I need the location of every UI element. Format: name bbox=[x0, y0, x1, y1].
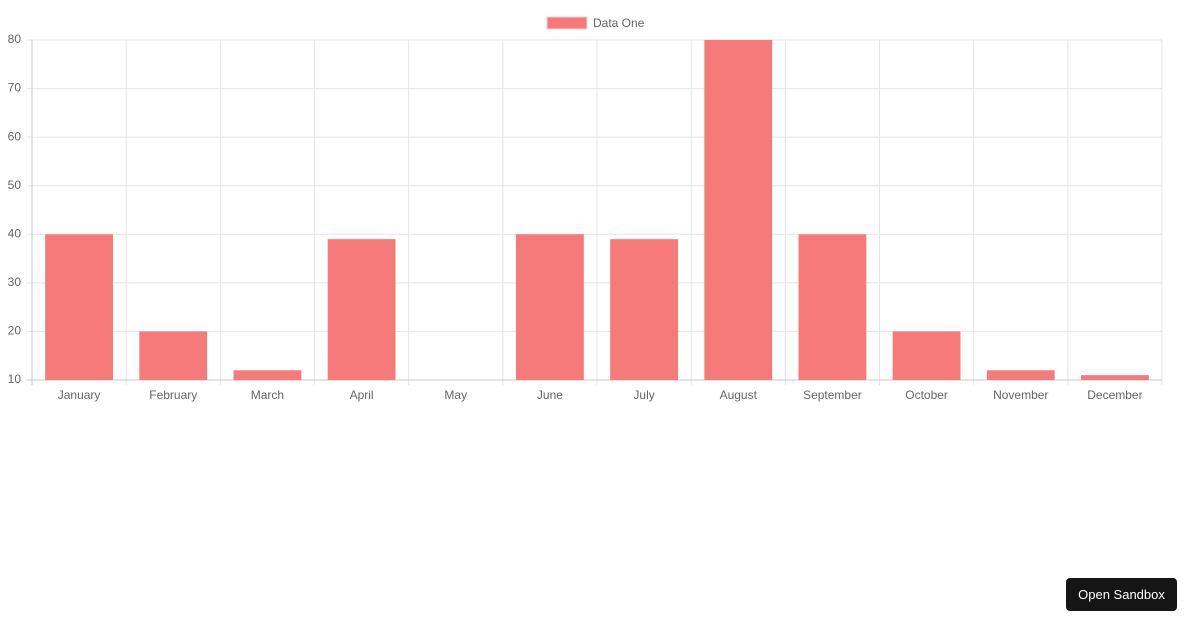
bar bbox=[610, 239, 678, 380]
x-tick-label: July bbox=[633, 388, 654, 402]
bar bbox=[233, 370, 302, 380]
x-tick-label: February bbox=[149, 388, 197, 402]
legend-label: Data One bbox=[593, 16, 645, 30]
x-tick-label: January bbox=[58, 388, 101, 402]
bar bbox=[45, 234, 113, 380]
y-tick-label: 10 bbox=[8, 372, 22, 386]
bar bbox=[892, 331, 961, 380]
y-tick-label: 50 bbox=[8, 178, 22, 192]
x-tick-label: May bbox=[444, 388, 467, 402]
bar bbox=[327, 239, 396, 380]
y-tick-label: 40 bbox=[8, 226, 22, 240]
y-tick-label: 80 bbox=[8, 32, 22, 46]
x-tick-label: December bbox=[1087, 388, 1142, 402]
bar bbox=[704, 40, 773, 380]
legend-swatch bbox=[546, 16, 588, 30]
bar bbox=[798, 234, 867, 380]
open-sandbox-button[interactable]: Open Sandbox bbox=[1066, 578, 1177, 611]
y-tick-label: 30 bbox=[8, 275, 22, 289]
x-tick-label: October bbox=[905, 388, 948, 402]
y-tick-label: 20 bbox=[8, 324, 22, 338]
x-tick-label: August bbox=[720, 388, 758, 402]
y-tick-label: 70 bbox=[8, 81, 22, 95]
x-tick-label: September bbox=[803, 388, 862, 402]
bar bbox=[1081, 375, 1149, 380]
x-tick-label: April bbox=[350, 388, 374, 402]
y-tick-label: 60 bbox=[8, 129, 22, 143]
bar bbox=[139, 331, 208, 380]
x-tick-label: June bbox=[537, 388, 563, 402]
x-tick-label: November bbox=[993, 388, 1048, 402]
bar bbox=[516, 234, 584, 380]
bar bbox=[986, 370, 1055, 380]
x-tick-label: March bbox=[251, 388, 284, 402]
